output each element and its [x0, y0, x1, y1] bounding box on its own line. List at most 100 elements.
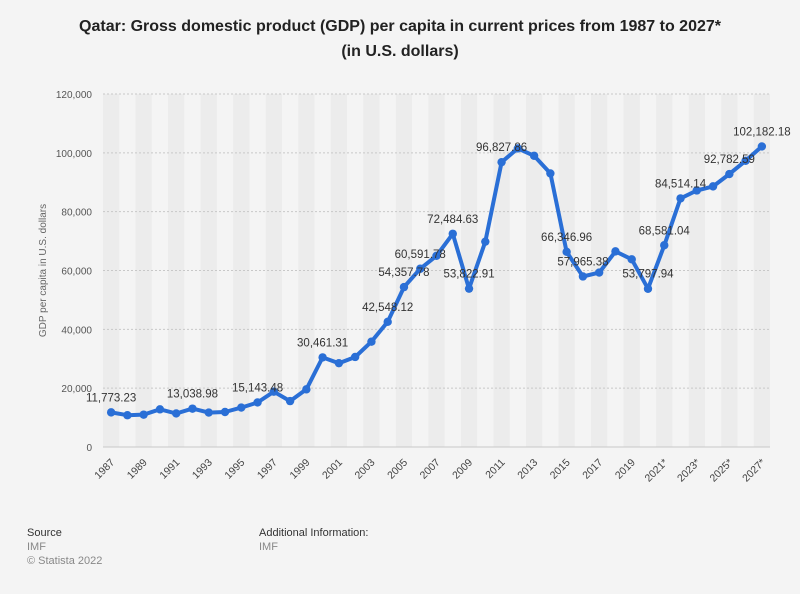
data-point	[578, 272, 588, 281]
y-tick-label: 0	[86, 443, 92, 454]
chart-title-line-1: Qatar: Gross domestic product (GDP) per …	[79, 18, 721, 35]
data-point	[399, 282, 409, 292]
data-point	[106, 408, 116, 417]
data-point	[188, 404, 197, 413]
data-label: 84,514.14	[655, 178, 707, 190]
y-tick-label: 120,000	[56, 90, 93, 101]
data-point	[513, 144, 523, 153]
x-tick-label: 2019	[613, 457, 638, 482]
data-point	[334, 358, 344, 368]
x-tick-label: 2009	[450, 457, 475, 482]
data-point	[594, 268, 604, 277]
data-point	[383, 317, 392, 327]
data-point	[155, 405, 165, 414]
data-point	[123, 411, 132, 420]
plot-band	[330, 94, 348, 447]
data-label: 60,591.78	[395, 249, 446, 261]
data-point	[350, 352, 360, 362]
x-tick-label: 2023*	[675, 457, 703, 485]
plot-band	[558, 94, 575, 447]
source-block: Source IMF © Statista 2022	[27, 526, 102, 568]
data-label: 54,357.78	[378, 267, 429, 279]
data-label: 53,797.94	[622, 269, 674, 281]
data-label: 42,548.12	[362, 302, 413, 314]
data-label: 96,827.86	[476, 142, 527, 154]
plot-band	[233, 94, 250, 447]
x-tick-label: 1989	[125, 457, 150, 482]
source-value: IMF	[27, 541, 46, 553]
chart-title-line-2: (in U.S. dollars)	[341, 43, 459, 60]
x-tick-label: 2015	[548, 457, 573, 482]
source-heading: Source	[27, 527, 62, 539]
plot-band	[460, 94, 478, 447]
x-tick-label: 1987	[92, 457, 117, 482]
plot-band	[753, 94, 770, 447]
x-tick-label: 1993	[190, 457, 215, 482]
data-point	[497, 157, 506, 167]
data-point	[139, 410, 148, 419]
data-point	[269, 387, 279, 396]
x-tick-label: 2007	[418, 457, 443, 482]
x-tick-label: 2005	[385, 457, 410, 482]
data-label: 57,965.38	[557, 256, 608, 268]
y-tick-label: 40,000	[61, 325, 92, 336]
data-label: 68,581.04	[639, 225, 691, 237]
data-label: 72,484.63	[427, 214, 478, 226]
data-point	[676, 194, 685, 203]
data-point	[172, 409, 181, 418]
data-point	[448, 229, 457, 238]
x-tick-label: 2025*	[708, 457, 736, 485]
data-label: 92,782.59	[704, 154, 755, 166]
additional-info-heading: Additional Information:	[259, 527, 369, 539]
plot-band	[265, 94, 282, 447]
copyright-text: © Statista 2022	[27, 555, 103, 567]
data-point	[432, 251, 441, 260]
data-point	[529, 151, 539, 160]
x-tick-label: 2001	[320, 457, 345, 482]
data-point	[220, 407, 230, 417]
data-label: 102,182.18	[733, 126, 791, 138]
y-tick-label: 100,000	[56, 149, 93, 160]
x-tick-label: 2013	[515, 457, 540, 482]
x-tick-label: 2021*	[642, 457, 670, 485]
y-axis-label: GDP per capita in U.S. dollars	[38, 204, 49, 337]
plot-band	[525, 94, 543, 447]
data-point	[643, 284, 653, 293]
x-tick-label: 2011	[483, 457, 508, 482]
data-point	[416, 264, 425, 273]
x-tick-label: 2003	[353, 457, 378, 482]
x-tick-label: 1995	[222, 457, 247, 482]
data-point	[481, 237, 490, 246]
line-chart: 0 20,000 40,000 60,000 80,000 100,000 120,000 G…	[38, 90, 791, 485]
x-tick-label: 1991	[157, 457, 182, 482]
data-point	[318, 353, 327, 362]
x-tick-label: 2027*	[740, 457, 768, 485]
data-point	[237, 403, 246, 412]
data-point	[464, 284, 474, 293]
data-point	[741, 156, 750, 165]
y-tick-label: 80,000	[61, 208, 92, 219]
x-tick-label: 1999	[287, 457, 312, 482]
data-point	[546, 169, 555, 178]
data-point	[725, 169, 734, 179]
plot-band	[721, 94, 738, 447]
data-point	[611, 247, 620, 256]
data-label: 30,461.31	[297, 337, 348, 349]
data-point	[627, 255, 636, 264]
y-tick-label: 20,000	[61, 384, 92, 395]
additional-info-block: Additional Information: IMF	[259, 526, 368, 554]
plot-band	[298, 94, 315, 447]
data-point	[708, 182, 718, 191]
data-point	[757, 142, 767, 151]
data-point	[692, 186, 701, 195]
x-tick-label: 2017	[580, 457, 605, 482]
data-label: 53,822.91	[443, 269, 494, 281]
x-tick-label: 1997	[255, 457, 280, 482]
data-point	[562, 247, 571, 257]
data-point	[253, 398, 262, 407]
data-point	[302, 385, 311, 394]
data-point	[285, 396, 295, 406]
data-point	[367, 337, 376, 346]
data-label: 11,773.23	[86, 392, 136, 404]
data-point	[204, 408, 213, 417]
